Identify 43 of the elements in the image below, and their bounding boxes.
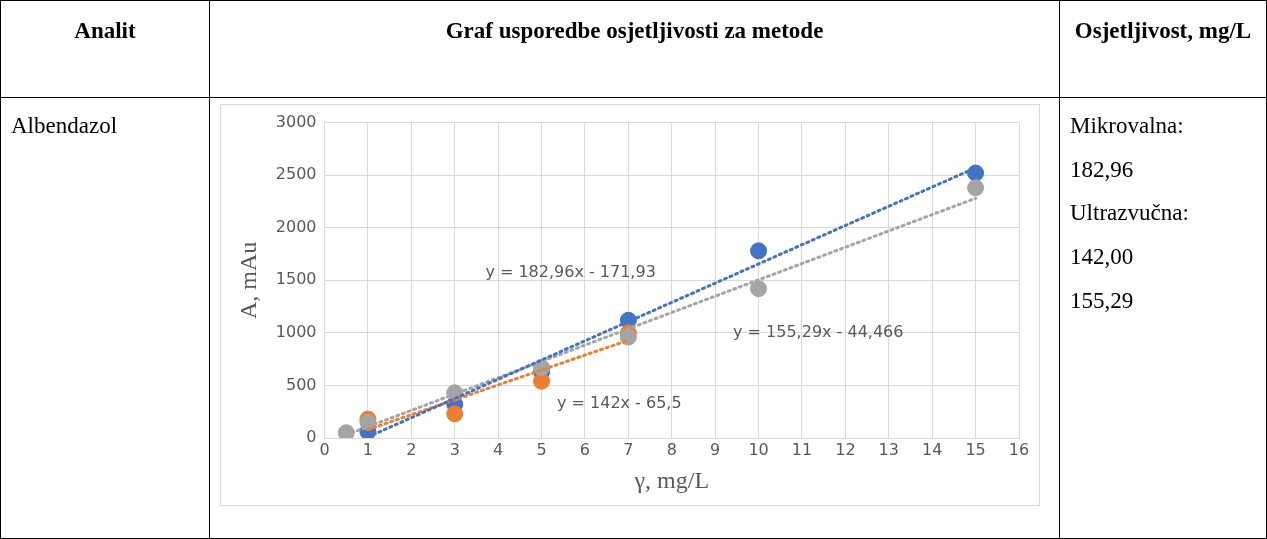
chart-title: Graf usporedbe osjetljivosti za metode — [209, 0, 1060, 98]
y-tick-label: 3000 — [275, 111, 317, 131]
point — [750, 280, 768, 298]
text: Osjetljivost, mg/L — [1059, 0, 1267, 98]
y-tick-label: 2500 — [275, 164, 317, 184]
x-tick-label: 4 — [493, 439, 504, 459]
x-tick-label: 5 — [536, 439, 547, 459]
x-tick-label: 16 — [1008, 439, 1030, 459]
point — [967, 179, 985, 197]
x-tick-label: 8 — [666, 439, 677, 459]
x-tick-label: 2 — [406, 439, 417, 459]
x-tick-label: 0 — [319, 439, 330, 459]
x-tick-label: 3 — [449, 439, 460, 459]
x-tick-label: 12 — [835, 439, 856, 459]
text: 182,96 — [1070, 155, 1135, 184]
y-tick-label: 500 — [285, 374, 317, 394]
x-axis-title: γ, mg/L — [633, 466, 710, 493]
x-tick-label: 10 — [748, 439, 769, 459]
series-label: y = 142x - 65,5 — [556, 392, 682, 412]
x-tick-label: 15 — [965, 439, 986, 459]
y-tick-label: 2000 — [275, 216, 317, 236]
x-tick-label: 13 — [878, 439, 899, 459]
series-label: y = 155,29x - 44,466 — [733, 321, 904, 341]
x-tick-label: 7 — [623, 439, 634, 459]
point — [750, 242, 768, 260]
x-tick-label: 14 — [922, 439, 943, 459]
x-tick-label: 1 — [362, 439, 374, 459]
x-tick-label: 11 — [791, 439, 813, 459]
x-tick-label: 6 — [579, 439, 591, 459]
point — [619, 328, 637, 346]
text: Analit — [0, 0, 210, 98]
x-tick-label: 9 — [710, 439, 721, 459]
text: 155,29 — [1070, 286, 1135, 315]
point — [337, 424, 355, 438]
y-tick-label: 1000 — [275, 322, 317, 342]
text: Ultrazvučna: — [1070, 199, 1190, 228]
point — [446, 405, 464, 423]
series-label: y = 182,96x - 171,93 — [485, 261, 656, 281]
y-axis-title: A, mAu — [234, 241, 261, 319]
text: Albendazol — [0, 97, 210, 539]
text: 142,00 — [1070, 243, 1135, 272]
y-tick-label: 1500 — [275, 269, 317, 289]
text: Mikrovalna: — [1070, 112, 1185, 140]
